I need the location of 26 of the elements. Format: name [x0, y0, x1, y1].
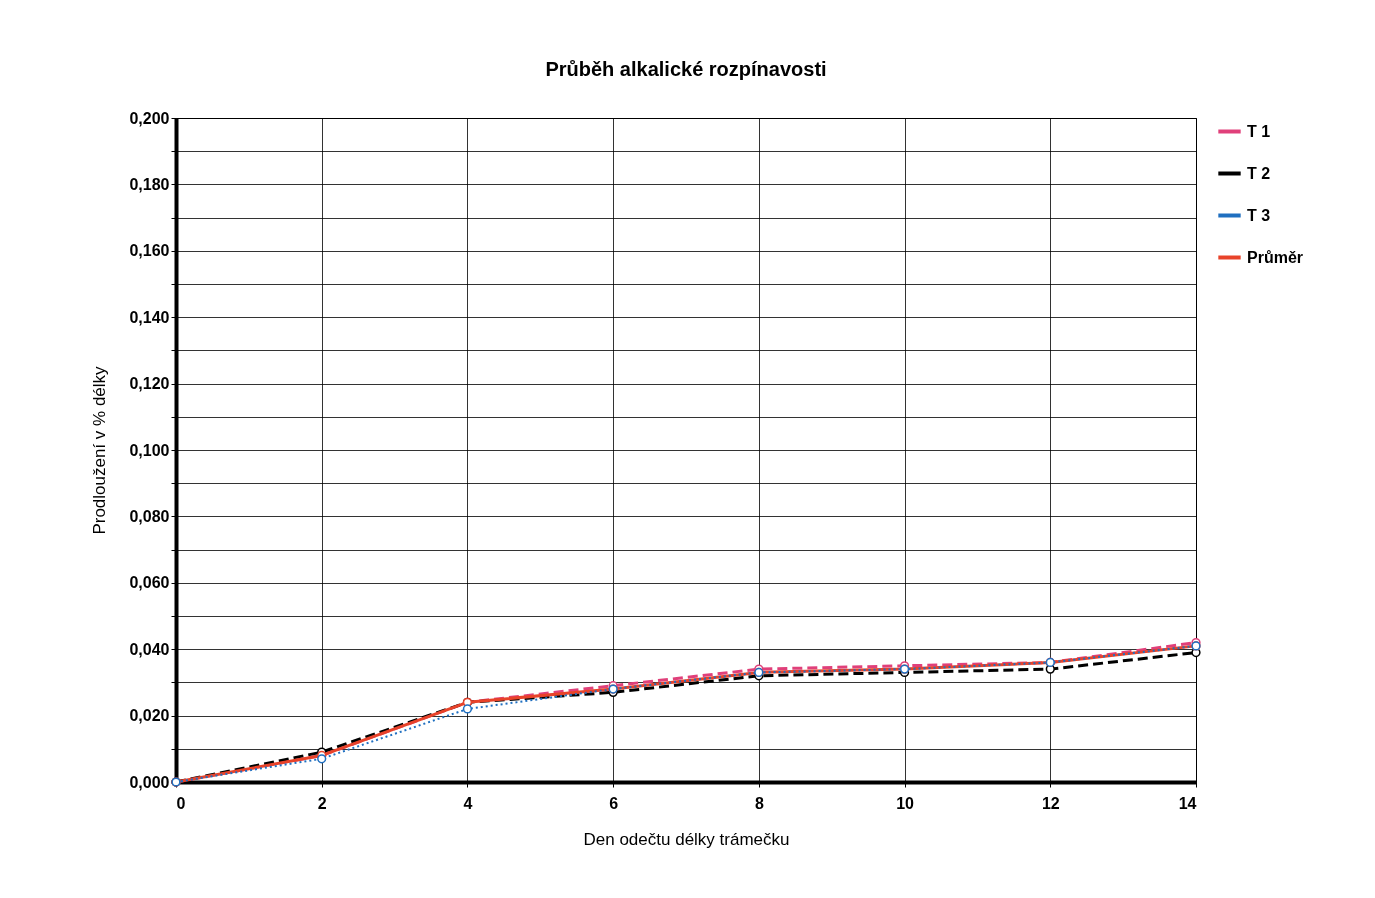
chart-title: Průběh alkalické rozpínavosti	[545, 58, 827, 80]
x-tick-label: 4	[463, 794, 473, 812]
x-tick-label: 0	[176, 794, 186, 812]
x-tick-label: 8	[754, 794, 764, 812]
y-tick-label: 0,000	[129, 773, 170, 791]
y-tick-label: 0,160	[129, 242, 170, 260]
x-tick-label: 6	[609, 794, 619, 812]
legend-label: T 3	[1247, 206, 1271, 224]
y-tick-label: 0,020	[129, 707, 170, 725]
y-tick-label: 0,060	[129, 574, 170, 592]
legend-label: T 1	[1247, 122, 1271, 140]
x-tick-label: 12	[1041, 794, 1060, 812]
y-tick-label: 0,080	[129, 507, 170, 525]
y-tick-label: 0,100	[129, 441, 170, 459]
y-tick-label: 0,200	[129, 109, 170, 127]
y-tick-label: 0,180	[129, 175, 170, 193]
legend-label: T 2	[1247, 164, 1271, 182]
x-axis-title: Den odečtu délky trámečku	[583, 829, 790, 849]
y-tick-label: 0,140	[129, 308, 170, 326]
x-tick-label: 2	[317, 794, 327, 812]
legend-label: Průměr	[1247, 248, 1304, 266]
y-tick-label: 0,120	[129, 375, 170, 393]
y-axis-title: Prodloužení v % délky	[90, 365, 110, 535]
y-tick-label: 0,040	[129, 640, 170, 658]
x-tick-label: 14	[1178, 794, 1197, 812]
x-tick-label: 10	[896, 794, 915, 812]
